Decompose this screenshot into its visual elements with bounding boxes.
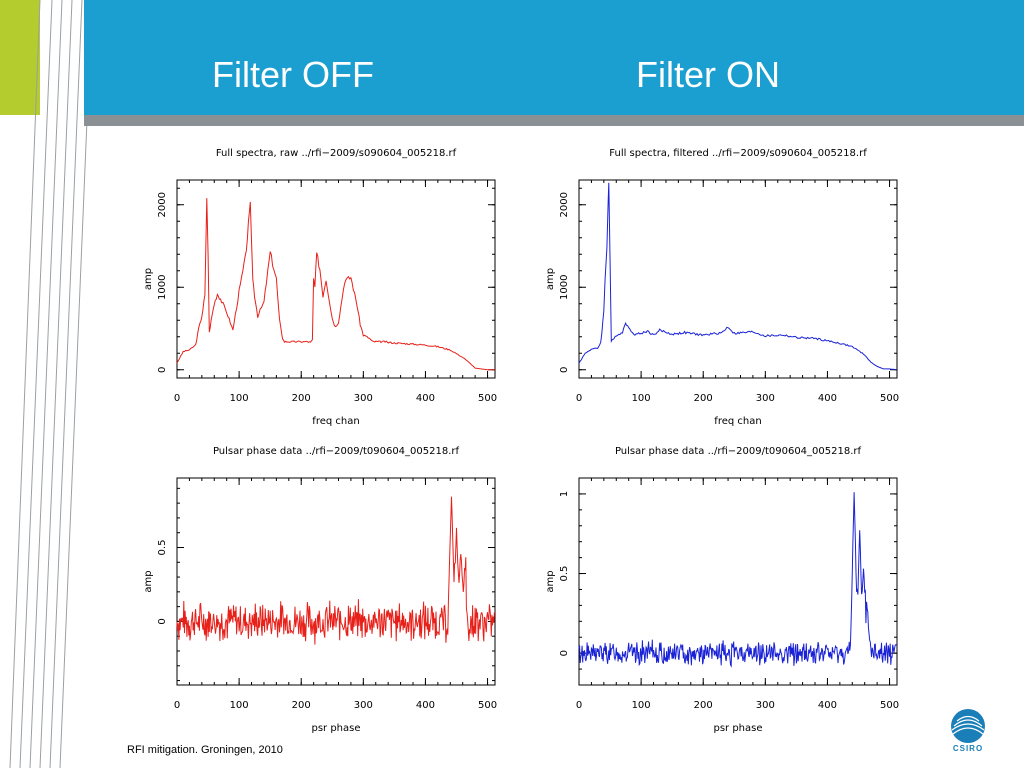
x-tick-label: 200 — [694, 700, 713, 711]
x-tick-label: 500 — [880, 393, 899, 404]
plot-frame — [578, 179, 898, 379]
csiro-logo-text: CSIRO — [952, 744, 984, 753]
x-tick-label: 500 — [880, 700, 899, 711]
x-tick-label: 100 — [230, 393, 249, 404]
footer-text: RFI mitigation. Groningen, 2010 — [127, 744, 283, 756]
chart-4: Pulsar phase data ../rfi−2009/t090604_00… — [545, 446, 899, 734]
y-tick-label: 0 — [559, 650, 570, 656]
y-axis-label: amp — [143, 268, 154, 290]
plot-frame — [578, 477, 898, 686]
x-tick-label: 400 — [416, 393, 435, 404]
y-tick-label: 2000 — [157, 192, 168, 217]
chart-title: Full spectra, filtered ../rfi−2009/s0906… — [609, 148, 867, 159]
x-tick-label: 0 — [576, 393, 582, 404]
y-tick-label: 1000 — [559, 275, 570, 300]
y-tick-label: 0 — [157, 618, 168, 624]
x-tick-label: 0 — [576, 700, 582, 711]
x-tick-label: 500 — [478, 700, 497, 711]
csiro-logo-icon — [951, 709, 985, 743]
x-tick-label: 300 — [756, 700, 775, 711]
x-tick-label: 0 — [174, 393, 180, 404]
x-axis-label: psr phase — [311, 723, 360, 734]
x-tick-label: 400 — [818, 700, 837, 711]
y-tick-label: 0.5 — [559, 566, 570, 582]
y-tick-label: 1 — [559, 491, 570, 497]
accent-block — [0, 0, 40, 115]
chart-3: Pulsar phase data ../rfi−2009/t090604_00… — [143, 446, 497, 734]
x-tick-label: 400 — [818, 393, 837, 404]
x-tick-label: 300 — [354, 393, 373, 404]
x-axis-label: psr phase — [713, 723, 762, 734]
x-tick-label: 400 — [416, 700, 435, 711]
y-tick-label: 2000 — [559, 192, 570, 217]
y-axis-label: amp — [545, 570, 556, 592]
series-line — [578, 492, 898, 668]
chart-1: Full spectra, raw ../rfi−2009/s090604_00… — [143, 148, 497, 427]
y-tick-label: 0 — [157, 367, 168, 373]
y-axis-label: amp — [545, 268, 556, 290]
decorative-lines — [9, 0, 93, 768]
title-banner — [84, 0, 1024, 115]
x-axis-label: freq chan — [714, 416, 761, 427]
chart-title: Pulsar phase data ../rfi−2009/t090604_00… — [213, 446, 460, 457]
chart-2: Full spectra, filtered ../rfi−2009/s0906… — [545, 148, 899, 427]
x-tick-label: 100 — [632, 700, 651, 711]
x-tick-label: 100 — [632, 393, 651, 404]
x-tick-label: 200 — [292, 700, 311, 711]
y-tick-label: 0.5 — [157, 540, 168, 556]
series-line — [176, 198, 495, 371]
x-tick-label: 100 — [230, 700, 249, 711]
slide-title-filter-on: Filter ON — [636, 54, 780, 95]
chart-title: Full spectra, raw ../rfi−2009/s090604_00… — [216, 148, 457, 159]
y-axis-label: amp — [143, 570, 154, 592]
y-tick-label: 1000 — [157, 275, 168, 300]
x-tick-label: 0 — [174, 700, 180, 711]
x-tick-label: 500 — [478, 393, 497, 404]
chart-title: Pulsar phase data ../rfi−2009/t090604_00… — [615, 446, 862, 457]
series-line — [176, 496, 496, 645]
plot-frame — [176, 477, 496, 686]
x-tick-label: 300 — [756, 393, 775, 404]
slide-title-filter-off: Filter OFF — [212, 54, 374, 95]
plot-frame — [176, 179, 496, 379]
series-line — [578, 182, 898, 371]
x-tick-label: 200 — [292, 393, 311, 404]
y-tick-label: 0 — [559, 367, 570, 373]
x-tick-label: 200 — [694, 393, 713, 404]
title-strip — [84, 115, 1024, 126]
x-tick-label: 300 — [354, 700, 373, 711]
x-axis-label: freq chan — [312, 416, 359, 427]
